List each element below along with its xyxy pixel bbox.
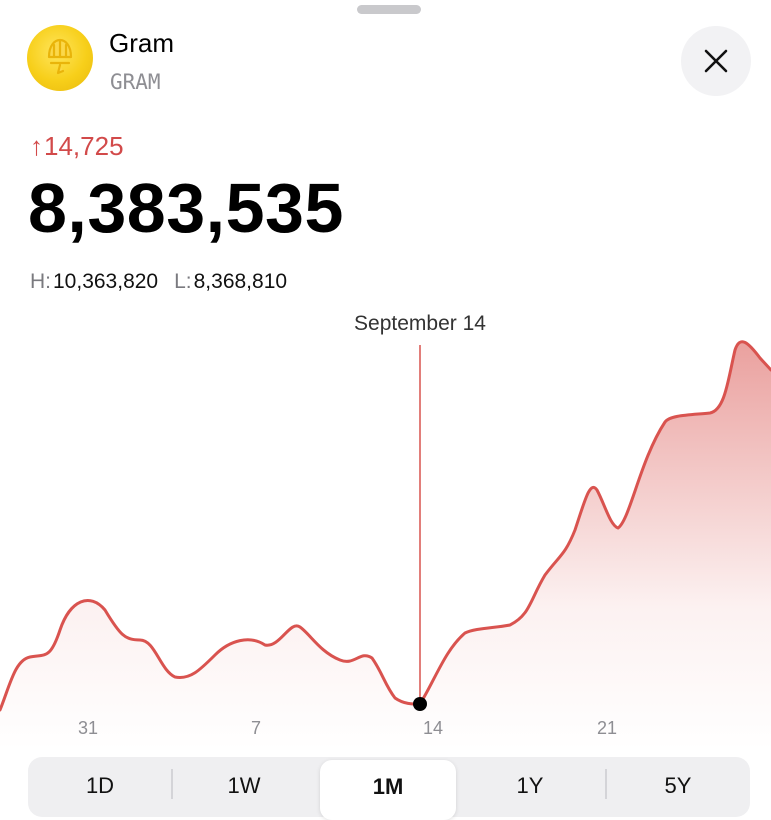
arrow-up-icon: ↑ <box>30 131 43 161</box>
range-tabs: 1D 1W 1M 1Y 5Y <box>28 757 750 820</box>
x-tick-label: 14 <box>423 718 443 738</box>
tab-5y[interactable]: 5Y <box>664 773 692 798</box>
close-button[interactable] <box>681 26 751 96</box>
x-tick-label: 31 <box>78 718 98 738</box>
coin-name: Gram <box>109 28 174 58</box>
selection-date-label: September 14 <box>354 312 486 335</box>
high-value: 10,363,820 <box>53 270 159 293</box>
tab-1y[interactable]: 1Y <box>516 773 544 798</box>
price-chart[interactable]: September 14 31 7 14 21 <box>0 300 771 750</box>
high-label: H: <box>30 270 51 293</box>
chart-line <box>0 340 771 712</box>
sheet-grabber[interactable] <box>357 5 421 14</box>
coin-logo <box>27 25 93 91</box>
coin-ticker: GRAM <box>110 70 161 94</box>
low-value: 8,368,810 <box>193 270 288 293</box>
chart-area <box>0 341 771 750</box>
price-change-value: 14,725 <box>44 131 124 161</box>
current-price: 8,383,535 <box>28 169 344 247</box>
tab-divider <box>171 769 173 799</box>
tab-1m[interactable]: 1M <box>320 760 456 820</box>
close-icon <box>704 49 728 73</box>
selection-point[interactable] <box>413 697 427 711</box>
high-low-stats: H:10,363,820 L:8,368,810 <box>30 270 287 294</box>
x-tick-label: 21 <box>597 718 617 738</box>
price-change: ↑14,725 <box>30 131 124 162</box>
low-label: L: <box>174 270 192 293</box>
tab-divider <box>605 769 607 799</box>
x-tick-label: 7 <box>251 718 261 738</box>
tab-1d[interactable]: 1D <box>85 773 115 798</box>
tab-1w[interactable]: 1W <box>227 773 261 798</box>
